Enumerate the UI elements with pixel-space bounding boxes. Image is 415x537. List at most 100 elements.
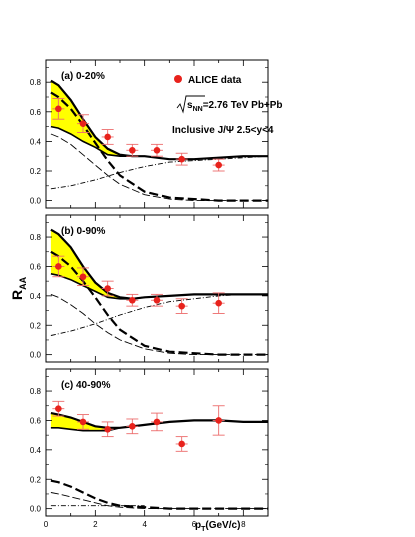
data-marker bbox=[129, 146, 136, 154]
primordial-curve bbox=[50, 155, 269, 190]
data-marker bbox=[153, 418, 161, 426]
legend: ALICE data sNN=2.76 TeV Pb+Pb Inclusive … bbox=[172, 75, 283, 136]
data-point bbox=[151, 143, 163, 157]
legend-energy-rest: =2.76 TeV Pb+Pb bbox=[203, 100, 283, 111]
data-point bbox=[52, 98, 65, 120]
sqrt-symbol bbox=[176, 95, 205, 114]
y-tick-label: 0.2 bbox=[30, 167, 42, 176]
data-marker bbox=[79, 120, 87, 127]
data-point bbox=[77, 414, 89, 430]
panel-label: (a) 0-20% bbox=[61, 71, 105, 82]
data-point bbox=[101, 129, 114, 145]
y-tick-label: 0.0 bbox=[30, 351, 42, 360]
regeneration-curve-thin bbox=[50, 492, 268, 510]
y-tick-label: 0.8 bbox=[30, 387, 42, 396]
data-marker bbox=[178, 155, 185, 163]
panel-1: 0.0 0.2 0.4 0.6 0.8 (a) 0-20% bbox=[30, 59, 269, 209]
panel-frame bbox=[45, 368, 269, 517]
legend-rapidity: Inclusive J/Ψ 2.5<y<4 bbox=[172, 125, 274, 136]
data-point bbox=[52, 255, 65, 278]
legend-energy-s: s bbox=[187, 100, 193, 111]
data-point bbox=[212, 292, 225, 314]
data-point bbox=[212, 158, 225, 172]
data-point bbox=[101, 280, 114, 297]
x-axis-title-units: (GeV/c) bbox=[205, 520, 240, 531]
data-marker bbox=[104, 133, 111, 141]
y-tick-label: 0.6 bbox=[30, 262, 42, 271]
data-marker bbox=[215, 299, 222, 307]
panel-2: 0.0 0.2 0.4 0.6 0.8 (b) 0-90% bbox=[30, 214, 269, 363]
data-marker bbox=[153, 296, 161, 304]
data-point bbox=[175, 436, 188, 452]
data-marker bbox=[55, 405, 62, 412]
data-point bbox=[151, 412, 163, 432]
x-tick-label: 6 bbox=[192, 520, 197, 529]
x-tick-label: 4 bbox=[142, 520, 147, 529]
data-marker bbox=[129, 423, 136, 430]
data-marker bbox=[215, 161, 222, 169]
data-point bbox=[175, 298, 188, 314]
data-marker bbox=[178, 302, 185, 310]
x-tick-label: 8 bbox=[241, 520, 246, 529]
y-tick-label: 0.4 bbox=[30, 292, 42, 301]
y-tick-label: 0.6 bbox=[30, 416, 42, 425]
regeneration-curve bbox=[50, 479, 268, 510]
data-point bbox=[175, 152, 188, 166]
data-marker bbox=[55, 263, 62, 270]
data-point bbox=[126, 293, 139, 307]
data-marker bbox=[79, 273, 87, 281]
y-axis-title-sub: AA bbox=[18, 276, 28, 289]
legend-marker-label: ALICE data bbox=[188, 75, 242, 86]
data-marker bbox=[79, 418, 87, 426]
y-tick-label: 0.4 bbox=[30, 137, 42, 146]
y-tick-label: 0.4 bbox=[30, 446, 42, 455]
x-axis-title-main: p bbox=[195, 520, 201, 531]
legend-energy-sub: NN bbox=[193, 106, 203, 113]
data-point bbox=[151, 293, 163, 307]
data-marker bbox=[153, 146, 161, 154]
svg-text:RAA: RAA bbox=[9, 276, 28, 300]
panel-label: (c) 40-90% bbox=[61, 380, 111, 391]
total-curve-upper bbox=[50, 79, 268, 161]
y-tick-label: 0.2 bbox=[30, 321, 42, 330]
legend-marker bbox=[174, 75, 182, 83]
data-marker bbox=[178, 440, 185, 448]
data-marker bbox=[104, 425, 111, 433]
model-band bbox=[50, 80, 133, 157]
y-tick-label: 0.0 bbox=[30, 505, 42, 514]
y-tick-label: 0.2 bbox=[30, 475, 42, 484]
x-tick-label: 0 bbox=[44, 520, 49, 529]
regeneration-curve bbox=[50, 250, 268, 356]
panel-frame bbox=[45, 59, 269, 209]
data-point bbox=[212, 405, 225, 436]
y-tick-label: 0.8 bbox=[30, 78, 42, 87]
data-point bbox=[126, 143, 139, 157]
regeneration-curve bbox=[50, 91, 268, 202]
data-point bbox=[52, 400, 65, 417]
panel-3: 0.0 0.2 0.4 0.6 0.8 0 2 4 6 8 (c) 40-90% bbox=[30, 368, 269, 529]
y-tick-label: 0.0 bbox=[30, 197, 42, 206]
y-axis-title-main: R bbox=[9, 290, 25, 300]
total-curve-lower bbox=[50, 125, 133, 157]
panel-frame bbox=[45, 214, 269, 363]
y-tick-label: 0.6 bbox=[30, 108, 42, 117]
y-tick-label: 0.8 bbox=[30, 233, 42, 242]
x-tick-label: 2 bbox=[93, 520, 98, 529]
x-axis-title-sub: T bbox=[201, 526, 206, 533]
y-axis-title: RAA bbox=[9, 276, 28, 300]
data-point bbox=[101, 421, 114, 438]
data-point bbox=[77, 267, 89, 287]
regeneration-curve-thin bbox=[50, 293, 268, 356]
svg-text:pT(GeV/c): pT(GeV/c) bbox=[195, 520, 240, 533]
data-marker bbox=[55, 105, 62, 113]
data-marker bbox=[215, 417, 222, 424]
data-marker bbox=[129, 296, 136, 304]
total-curve-upper bbox=[50, 228, 268, 300]
data-point bbox=[77, 114, 89, 133]
svg-text:sNN=2.76 TeV Pb+Pb: sNN=2.76 TeV Pb+Pb bbox=[187, 100, 283, 113]
data-marker bbox=[104, 285, 111, 292]
x-axis-title: pT(GeV/c) bbox=[195, 520, 240, 533]
panel-label: (b) 0-90% bbox=[61, 226, 106, 237]
data-point bbox=[126, 418, 139, 435]
